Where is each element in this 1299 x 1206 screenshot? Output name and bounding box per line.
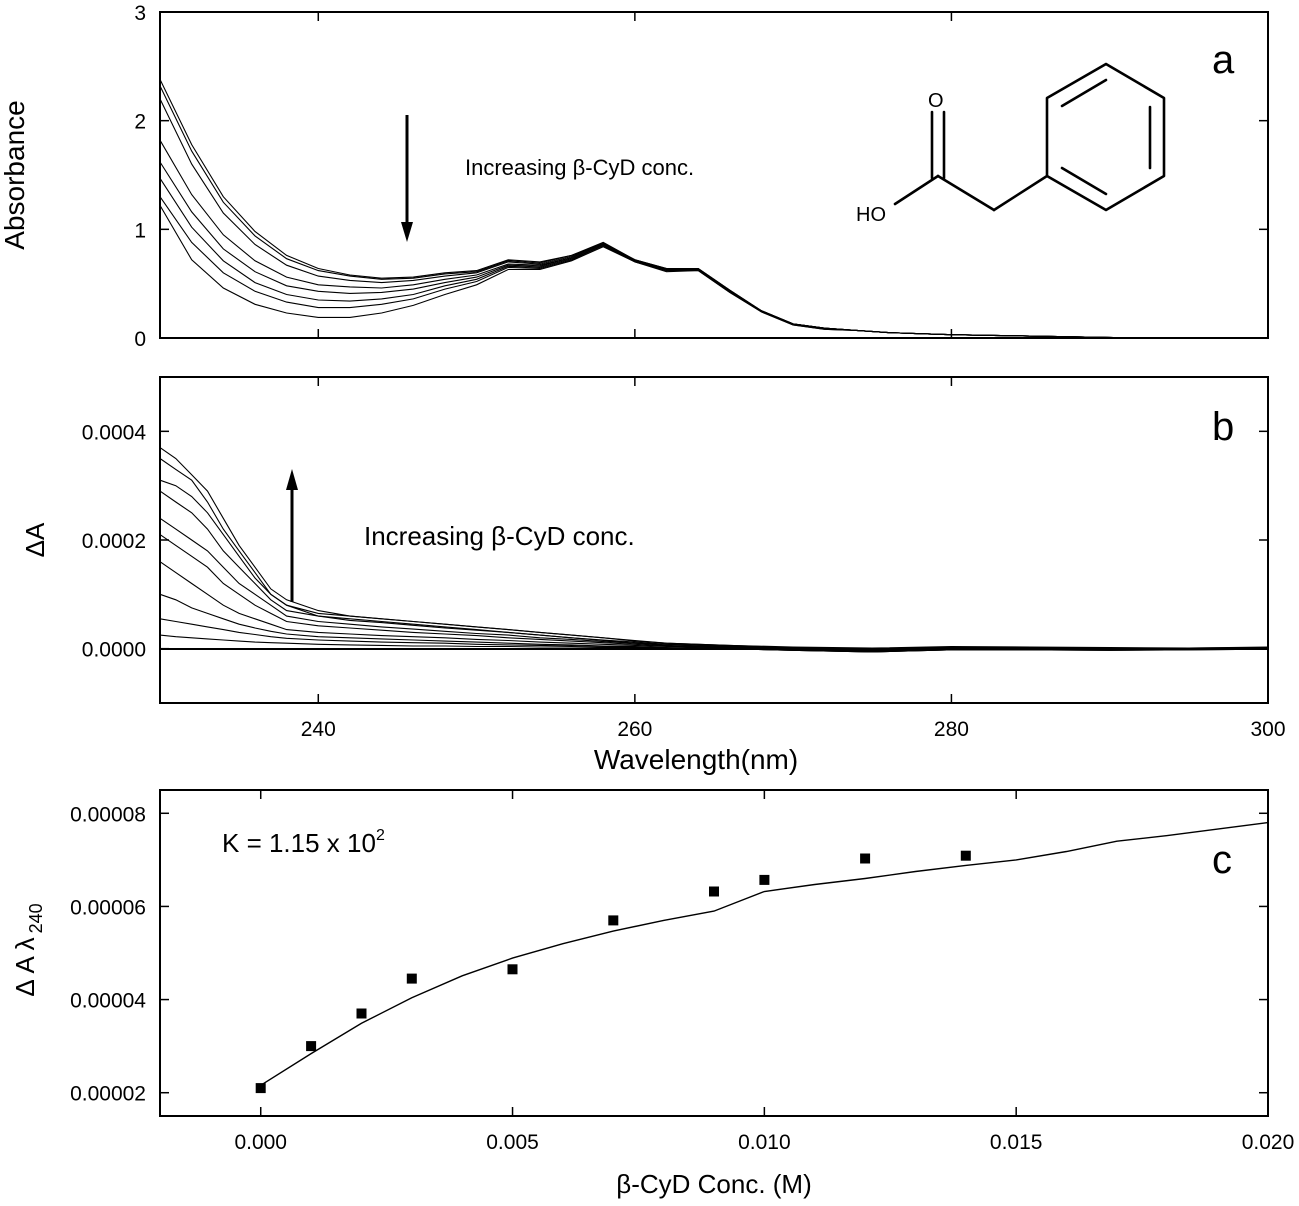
panel-a-arrow-down	[401, 115, 413, 242]
panel-a-ytick-label: 1	[134, 219, 146, 242]
panel-c-fit-curve	[260, 821, 1269, 1086]
panel-a-annotation: Increasing β-CyD conc.	[465, 155, 694, 180]
panel-1-xtick-label: 300	[1250, 718, 1285, 741]
panel-b-curves	[159, 447, 1269, 653]
panel-c-data-point	[255, 1083, 266, 1094]
panel-2-ytick-label: 0.00006	[70, 896, 146, 919]
panel-c-data-point	[608, 915, 619, 926]
panel-1-ytick-label: 0.0002	[82, 530, 146, 553]
panel-b-series-0	[159, 458, 1269, 650]
panel-c-ylabel-main: Δ A λ	[10, 937, 40, 996]
carbonyl-oxygen-label: O	[928, 90, 944, 112]
panel-1-ytick-label: 0.0000	[82, 639, 146, 662]
panel-b-annotation: Increasing β-CyD conc.	[364, 521, 635, 551]
panel-c-data-point	[709, 886, 719, 897]
panel-b-series-5	[159, 534, 1268, 652]
panel-2-xtick-label: 0.015	[990, 1131, 1043, 1154]
hydroxyl-label: HO	[856, 204, 886, 226]
panel-c-ticks: 0.00002 0.00004 0.00006 0.00008 0.000 0.005 0.…	[70, 790, 1294, 1154]
panel-1-xtick-label: 240	[301, 718, 336, 741]
panel-c-ylabel-sub: 240	[26, 903, 46, 933]
panel-a-series-6	[159, 196, 1268, 339]
panel-b-series-9	[159, 634, 1269, 653]
panel-b-letter: b	[1212, 405, 1234, 449]
panel-b-series-7	[159, 593, 1268, 653]
panel-2-ytick-label: 0.00004	[70, 990, 146, 1013]
panel-a-series-7	[159, 205, 1268, 339]
panel-a-ytick-label: 3	[134, 2, 146, 25]
panel-b-ticks: 0.0000 0.0002 0.0004 240 260 280 300	[82, 377, 1286, 741]
panel-c-points	[255, 850, 971, 1094]
panel-2-ytick-label: 0.00008	[70, 803, 146, 826]
panel-c-data-point	[759, 874, 770, 885]
panel-b-frame	[159, 376, 1269, 704]
panel-c-annotation: K = 1.15 x 102	[222, 827, 385, 858]
panel-c-data-point	[406, 973, 417, 984]
panel-c-data-point	[306, 1041, 317, 1052]
panel-b-series-1	[159, 447, 1269, 649]
panel-b-ylabel: ΔA	[20, 522, 50, 557]
panel-c-annotation-sup: 2	[376, 827, 385, 844]
panel-a-curves	[159, 79, 1268, 339]
panel-c-letter: c	[1212, 838, 1232, 882]
panel-c-data-point	[960, 850, 971, 861]
panel-a: 0 1 2 3 Absorbance a Increasing β-CyD conc.…	[0, 2, 1269, 351]
panel-c-data-point	[507, 964, 518, 975]
panel-2-xtick-label: 0.010	[738, 1131, 791, 1154]
panel-2-ytick-label: 0.00002	[70, 1083, 146, 1106]
panel-1-xtick-label: 260	[617, 718, 652, 741]
panel-a-series-5	[159, 178, 1268, 339]
panel-c-xlabel: β-CyD Conc. (M)	[616, 1169, 812, 1199]
panel-b: 0.0000 0.0002 0.0004 240 260 280 300 ΔA Wavele…	[20, 376, 1286, 775]
panel-b-series-6	[159, 561, 1269, 652]
panel-a-series-2	[159, 98, 1268, 339]
panel-a-ylabel: Absorbance	[0, 100, 30, 249]
panel-1-ytick-label: 0.0004	[82, 421, 147, 444]
panel-c: 0.00002 0.00004 0.00006 0.00008 0.000 0.005 0.…	[10, 789, 1294, 1199]
panel-c-ylabel: Δ A λ 240	[10, 903, 46, 996]
panel-2-xtick-label: 0.020	[1242, 1131, 1295, 1154]
panel-2-xtick-label: 0.005	[486, 1131, 539, 1154]
panel-1-xtick-label: 280	[934, 718, 969, 741]
panel-b-series-2	[159, 479, 1269, 650]
panel-b-series-4	[159, 517, 1269, 651]
panel-c-data-point	[356, 1008, 367, 1019]
panel-c-annotation-main: K = 1.15 x 10	[222, 828, 376, 858]
panel-b-xlabel: Wavelength(nm)	[594, 744, 798, 775]
svg-text:Δ A λ240: Δ A λ 240	[10, 903, 46, 996]
panel-a-ytick-label: 0	[134, 328, 146, 351]
panel-c-data-point	[860, 853, 871, 864]
panel-a-frame	[159, 11, 1269, 339]
phenylacetic-acid-structure: O HO	[856, 62, 1166, 226]
panel-a-series-4	[159, 161, 1268, 339]
panel-b-arrow-up	[286, 469, 298, 602]
panel-a-series-3	[159, 139, 1268, 339]
panel-c-frame	[159, 789, 1269, 1117]
panel-a-ytick-label: 2	[134, 111, 146, 134]
panel-2-xtick-label: 0.000	[234, 1131, 287, 1154]
panel-a-letter: a	[1212, 38, 1235, 82]
panel-a-ticks: 0 1 2 3	[134, 2, 1268, 351]
